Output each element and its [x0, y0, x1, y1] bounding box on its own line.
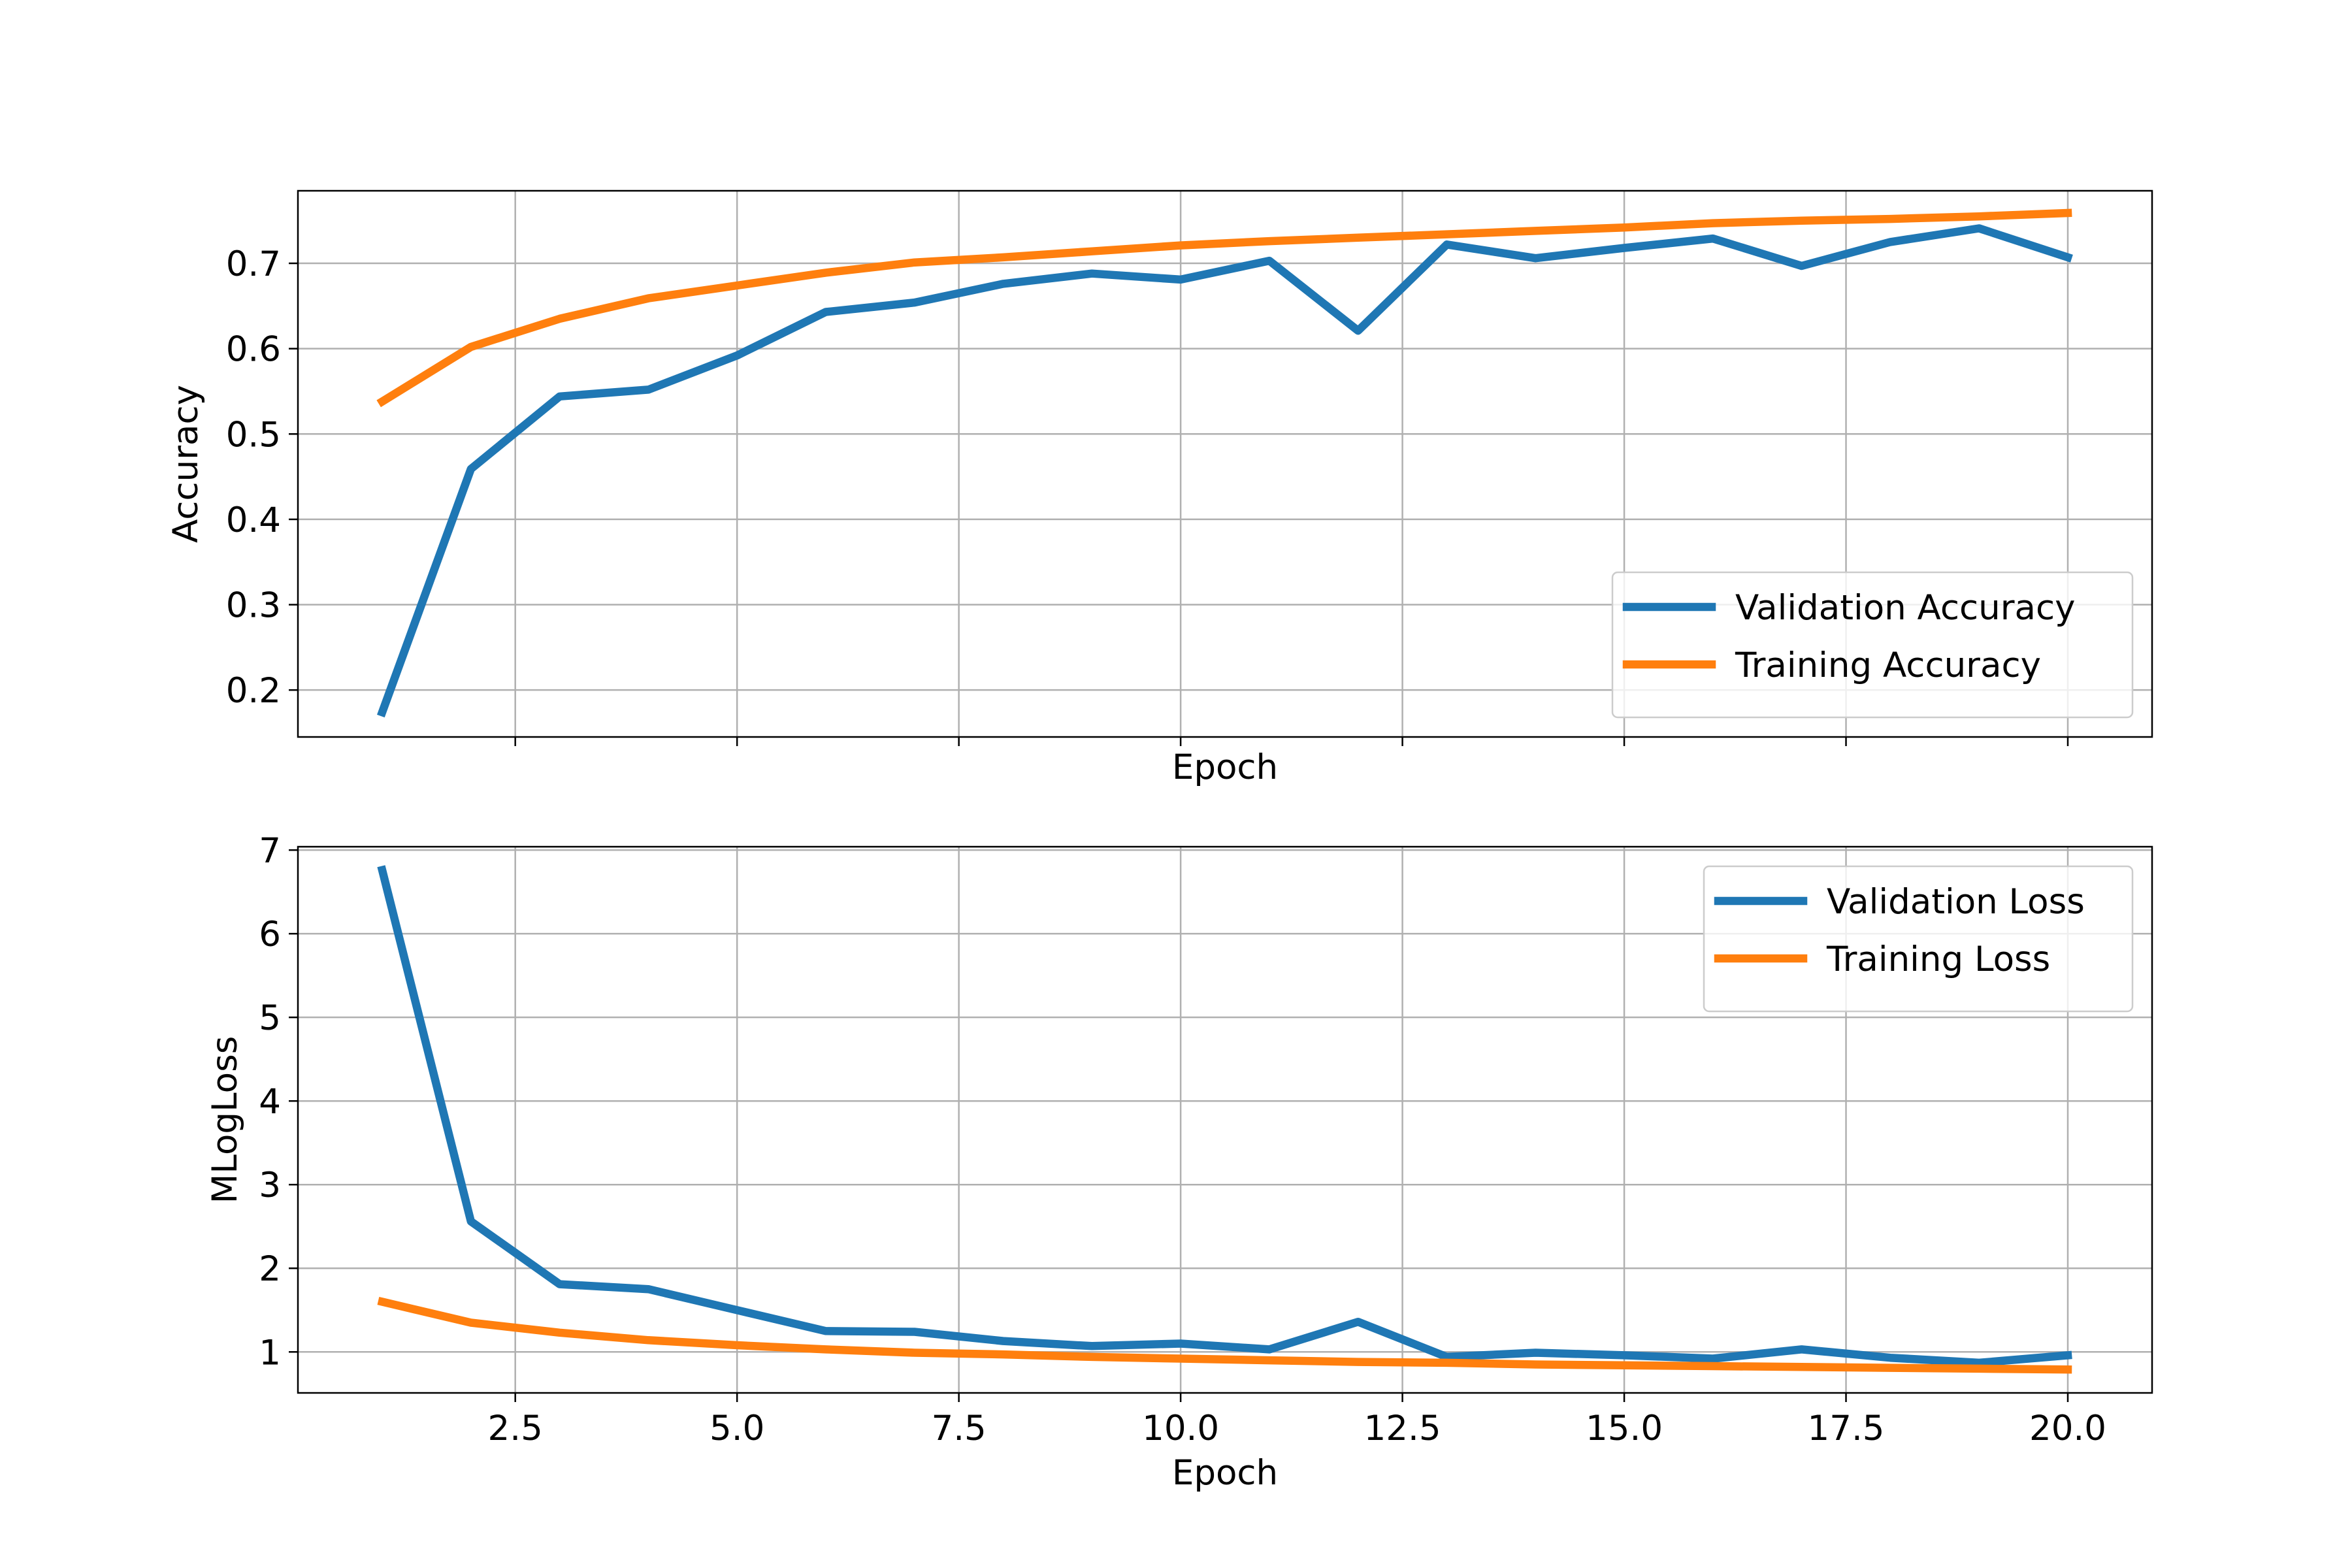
- loss-x-axis-label: Epoch: [1172, 1453, 1278, 1493]
- accuracy-legend-label: Training Accuracy: [1735, 645, 2041, 685]
- loss-y-tick-label: 7: [259, 831, 281, 871]
- loss-x-tick-label: 17.5: [1808, 1409, 1885, 1448]
- loss-x-tick-label: 7.5: [931, 1409, 986, 1448]
- loss-legend-label: Validation Loss: [1827, 882, 2085, 922]
- loss-axes-frame: [297, 845, 2153, 1394]
- accuracy-y-tick-label: 0.2: [226, 671, 281, 711]
- accuracy-legend-box: [1611, 571, 2134, 719]
- loss-legend-label: Training Loss: [1826, 939, 2050, 979]
- accuracy-axes-frame: [297, 189, 2153, 738]
- loss-y-tick-label: 4: [259, 1082, 281, 1122]
- loss-x-tick-label: 15.0: [1586, 1409, 1663, 1448]
- accuracy-series-line-training: [376, 208, 2072, 408]
- accuracy-y-axis-label: Accuracy: [166, 385, 206, 543]
- accuracy-legend-label: Validation Accuracy: [1735, 588, 2076, 628]
- loss-y-tick-label: 1: [259, 1333, 281, 1373]
- loss-x-tick-label: 20.0: [2029, 1409, 2106, 1448]
- loss-y-tick-label: 6: [259, 915, 281, 955]
- loss-series-line-validation: [377, 865, 2072, 1367]
- accuracy-y-tick-label: 0.7: [226, 244, 281, 284]
- loss-x-tick-label: 5.0: [710, 1409, 764, 1448]
- accuracy-y-tick-label: 0.3: [226, 586, 281, 626]
- loss-y-axis-label: MLogLoss: [205, 1036, 245, 1204]
- accuracy-panel: 0.2 0.3 0.4 0.5 0.6 0.7 Epoch Accuracy Validatio…: [166, 189, 2153, 787]
- accuracy-x-axis-label: Epoch: [1172, 747, 1278, 787]
- accuracy-y-tick-label: 0.4: [226, 500, 281, 540]
- loss-legend-box: [1703, 865, 2134, 1013]
- loss-series-line-training: [377, 1296, 2072, 1374]
- loss-y-tick-label: 5: [259, 998, 281, 1038]
- accuracy-y-tick-label: 0.6: [226, 330, 281, 370]
- loss-x-tick-label: 2.5: [488, 1409, 543, 1448]
- accuracy-legend: Validation Accuracy Training Accuracy: [1611, 571, 2134, 719]
- loss-legend: Validation Loss Training Loss: [1703, 865, 2134, 1013]
- accuracy-series-line-validation: [376, 224, 2073, 718]
- loss-x-tick-label: 10.0: [1142, 1409, 1219, 1448]
- loss-y-tick-label: 3: [259, 1166, 281, 1205]
- loss-x-tick-label: 12.5: [1364, 1409, 1441, 1448]
- accuracy-y-tick-label: 0.5: [226, 415, 281, 455]
- loss-panel: 2.5 5.0 7.5 10.0 12.5 15.0 17.5 20.0 1 2 3 4 5 6 7 Epoc…: [205, 831, 2153, 1493]
- loss-y-tick-label: 2: [259, 1249, 281, 1289]
